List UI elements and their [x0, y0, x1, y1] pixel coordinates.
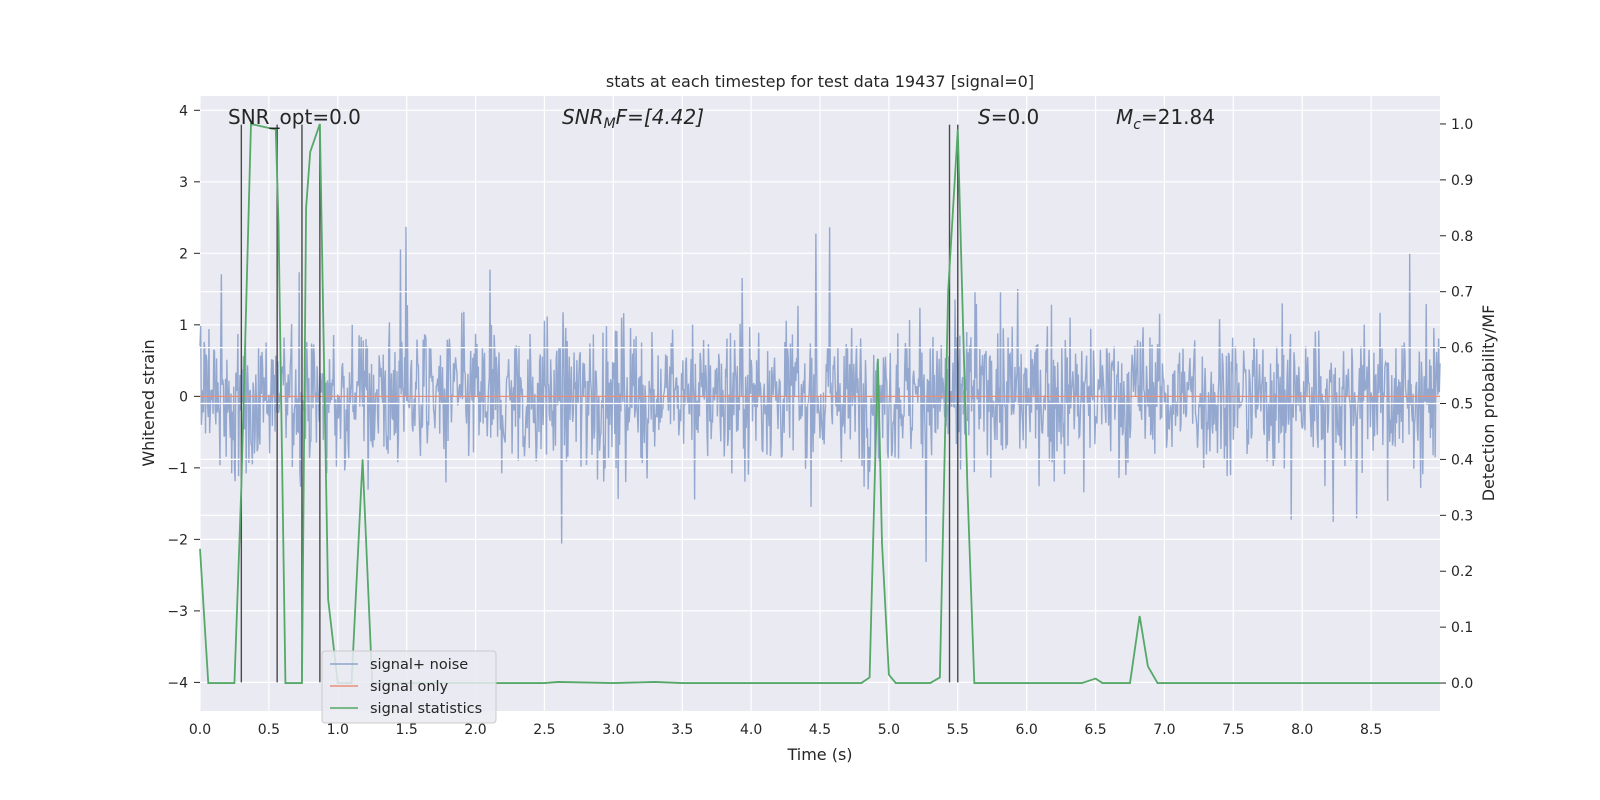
annotation-mc: Mc=21.84 [1116, 105, 1215, 133]
y-tick-label-8: −4 [167, 675, 188, 691]
y-axis-ticks: 4 3 2 1 0 −1 −2 −3 −4 [167, 103, 200, 691]
annotation-s-value: =0.0 [991, 105, 1040, 129]
y-tick-label-6: −2 [167, 532, 188, 548]
x-tick-label-10: 5.0 [878, 722, 900, 738]
y-tick-label-1: 3 [179, 175, 188, 191]
x-tick-label-15: 7.5 [1222, 722, 1244, 738]
y2-tick-label-0: 0.0 [1451, 676, 1473, 692]
y2-tick-label-3: 0.3 [1451, 508, 1473, 524]
series-signal-statistics [199, 122, 1440, 684]
y2-tick-label-10: 1.0 [1451, 117, 1473, 133]
y2-axis-ticks: 0.0 0.1 0.2 0.3 0.4 0.5 0.6 0.7 0.8 0.9 1.0 [1440, 117, 1473, 692]
y2-tick-label-7: 0.7 [1451, 285, 1473, 301]
y-tick-label-0: 4 [179, 103, 188, 119]
legend-box [321, 650, 497, 724]
y2-tick-label-6: 0.6 [1451, 341, 1473, 357]
y-axis-label: Whitened strain [139, 339, 158, 466]
x-tick-label-17: 8.5 [1360, 722, 1382, 738]
y-tick-label-3: 1 [179, 318, 188, 334]
signal-statistics-line [199, 122, 1440, 684]
annotation-mc-symbol: M [1116, 105, 1133, 129]
annotation-mc-value: =21.84 [1141, 105, 1215, 129]
annotation-snr-mf-prefix: SNR [562, 105, 604, 129]
y2-tick-label-2: 0.2 [1451, 564, 1473, 580]
x-tick-label-0: 0.0 [189, 722, 211, 738]
x-tick-label-9: 4.5 [809, 722, 831, 738]
x-tick-label-8: 4.0 [740, 722, 762, 738]
x-tick-label-11: 5.5 [947, 722, 969, 738]
y-tick-label-2: 2 [179, 246, 188, 262]
x-tick-label-12: 6.0 [1016, 722, 1038, 738]
y-tick-label-5: −1 [167, 461, 188, 477]
y-tick-label-7: −3 [167, 604, 188, 620]
x-tick-label-7: 3.5 [671, 722, 693, 738]
y2-tick-label-8: 0.8 [1451, 229, 1473, 245]
x-tick-label-6: 3.0 [602, 722, 624, 738]
annotation-snr-mf-sub: M [604, 116, 616, 132]
annotation-snr-mf-suffix: F=[4.42] [616, 105, 704, 129]
legend-label-signal-plus-noise: signal+ noise [370, 657, 468, 673]
x-tick-label-14: 7.0 [1153, 722, 1175, 738]
legend-label-signal-only: signal only [370, 679, 449, 695]
legend-label-signal-statistics: signal statistics [370, 701, 482, 717]
x-tick-label-2: 1.0 [327, 722, 349, 738]
chart-title: stats at each timestep for test data 194… [606, 72, 1034, 91]
x-tick-label-1: 0.5 [258, 722, 280, 738]
annotation-s: S=0.0 [978, 105, 1039, 129]
y2-tick-label-5: 0.5 [1451, 397, 1473, 413]
y2-tick-label-1: 0.1 [1451, 620, 1473, 636]
annotation-snr-mf: SNRMF=[4.42] [562, 105, 704, 132]
annotation-snr-opt: SNR_opt=0.0 [228, 105, 361, 129]
x-tick-label-4: 2.0 [464, 722, 486, 738]
y2-tick-label-9: 0.9 [1451, 173, 1473, 189]
annotation-mc-sub: c [1133, 117, 1141, 133]
x-tick-label-16: 8.0 [1291, 722, 1313, 738]
x-axis-label: Time (s) [786, 745, 852, 764]
secondary-grid [200, 291, 1440, 516]
noise-trace [199, 226, 1441, 563]
x-tick-label-3: 1.5 [396, 722, 418, 738]
legend: signal+ noise signal only signal statist… [321, 650, 497, 724]
y2-axis-label: Detection probability/MF [1479, 305, 1498, 502]
x-tick-label-5: 2.5 [533, 722, 555, 738]
y-tick-label-4: 0 [179, 389, 188, 405]
y2-tick-label-4: 0.4 [1451, 452, 1473, 468]
x-axis-ticks: 0.0 0.5 1.0 1.5 2.0 2.5 3.0 3.5 4.0 4.5 5.0 5.5 6.0 6… [189, 722, 1382, 738]
x-tick-label-13: 6.5 [1084, 722, 1106, 738]
annotation-s-symbol: S [978, 105, 991, 129]
series-signal-plus-noise [199, 226, 1441, 563]
